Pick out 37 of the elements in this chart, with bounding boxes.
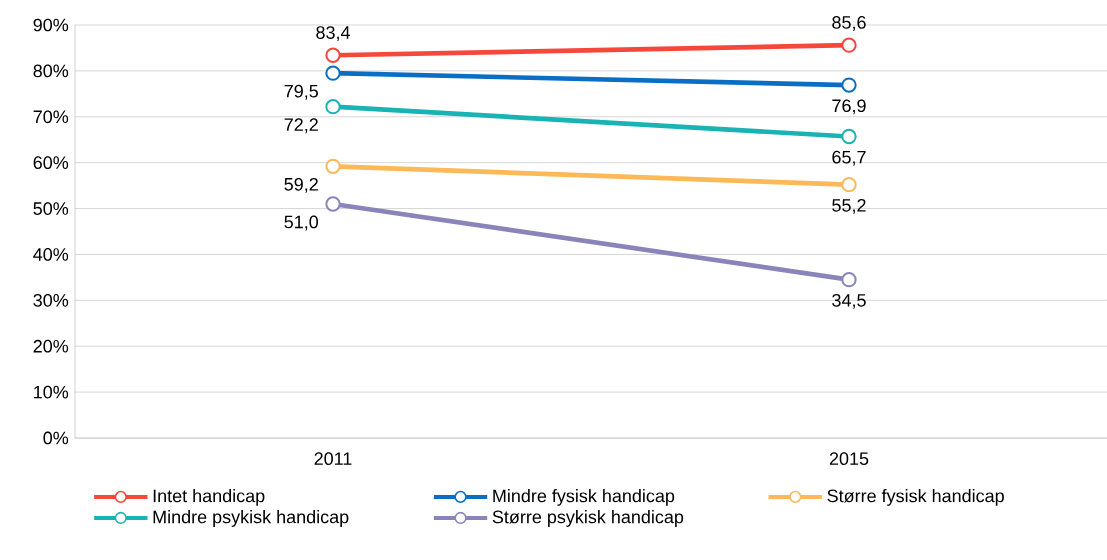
point <box>841 77 857 93</box>
data-label: 34,5 <box>832 293 866 309</box>
point <box>325 65 341 81</box>
y-tick-label: 50% <box>33 202 69 215</box>
y-tick-label: 40% <box>33 248 69 261</box>
data-label: 51,0 <box>284 215 319 231</box>
point <box>841 177 857 193</box>
x-tick-label: 2011 <box>314 452 352 465</box>
y-tick-label: 80% <box>33 64 69 78</box>
point <box>325 99 341 115</box>
data-label: 85,6 <box>832 16 866 31</box>
data-label: 79,5 <box>284 84 318 100</box>
data-label: 76,9 <box>832 99 866 115</box>
legend-label: Intet handicap <box>153 489 265 506</box>
y-tick-label: 60% <box>33 156 69 170</box>
point <box>841 272 857 288</box>
data-label: 65,7 <box>832 150 866 166</box>
y-tick-label: 90% <box>33 18 69 32</box>
legend-label: Større psykisk handicap <box>492 510 684 527</box>
y-tick-label: 10% <box>34 385 69 399</box>
data-label: 59,2 <box>284 177 318 193</box>
data-label: 83,4 <box>316 26 350 42</box>
x-tick-label: 2015 <box>829 452 869 465</box>
legend-label: Mindre fysisk handicap <box>493 489 675 506</box>
point <box>325 47 341 63</box>
point <box>841 128 857 145</box>
y-tick-label: 70% <box>33 110 69 124</box>
point <box>841 37 857 53</box>
point <box>325 158 341 174</box>
y-tick-label: 20% <box>33 339 69 353</box>
data-label: 72,2 <box>284 118 318 134</box>
legend-label: Større fysisk handicap <box>827 489 1004 506</box>
legend-label: Mindre psykisk handicap <box>153 510 349 527</box>
y-tick-label: 0% <box>43 431 69 445</box>
y-tick-label: 30% <box>33 293 69 307</box>
data-label: 55,2 <box>832 198 866 214</box>
point <box>325 196 341 212</box>
